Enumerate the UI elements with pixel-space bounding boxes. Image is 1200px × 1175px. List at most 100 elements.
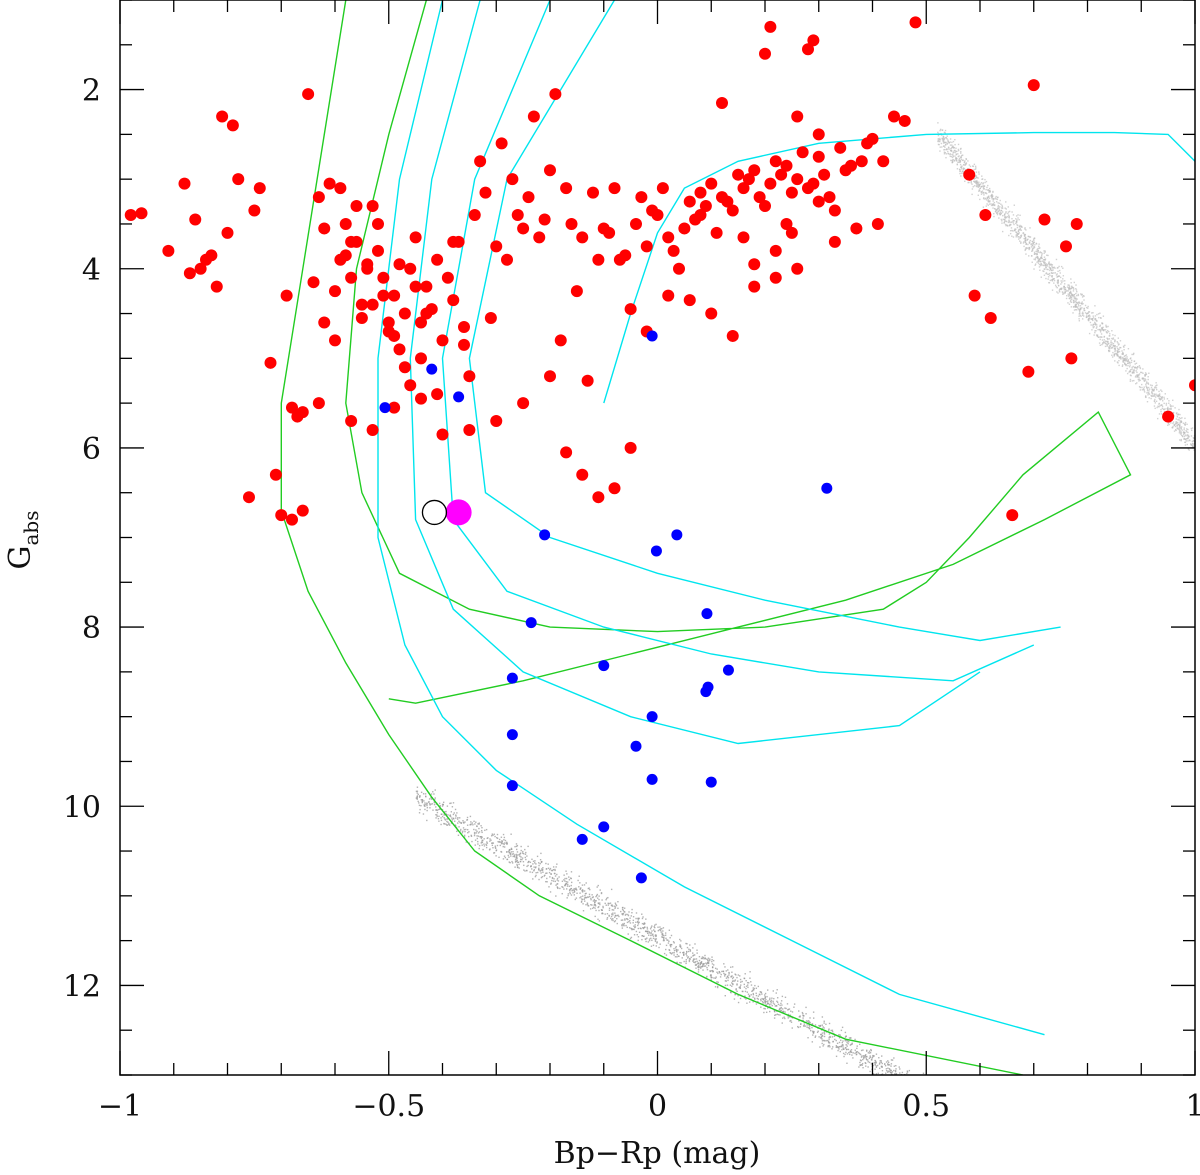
field-star-lower [780, 1007, 782, 1010]
field-star-upper [1111, 342, 1113, 344]
field-star-upper [1133, 369, 1135, 371]
field-star-lower [803, 1023, 806, 1025]
field-star-lower [599, 889, 601, 891]
field-star-upper [1132, 365, 1134, 368]
field-star-lower [780, 1009, 783, 1012]
field-star-upper [1058, 288, 1061, 291]
field-star-lower [887, 1061, 890, 1064]
field-star-upper [1136, 371, 1138, 374]
field-star-lower [421, 800, 423, 802]
field-star-lower [891, 1071, 894, 1073]
field-star-lower [569, 892, 571, 895]
field-star-upper [1192, 440, 1195, 442]
field-star-lower [436, 814, 438, 816]
field-star-upper [960, 152, 962, 154]
field-star-lower [710, 976, 712, 978]
data-point-0-63 [511, 209, 524, 221]
field-star-upper [976, 183, 978, 185]
data-point-0-199 [828, 235, 841, 248]
field-star-lower [784, 1007, 786, 1009]
field-star-lower [503, 846, 506, 848]
field-star-lower [701, 965, 703, 968]
field-star-lower [557, 887, 559, 890]
field-star-lower [877, 1072, 879, 1075]
field-star-lower [726, 984, 729, 986]
field-star-lower [551, 869, 554, 872]
field-star-upper [1126, 367, 1128, 370]
field-star-upper [1198, 448, 1199, 449]
field-star-lower [654, 938, 656, 940]
field-star-lower [581, 898, 584, 901]
field-star-lower [860, 1056, 863, 1058]
field-star-lower [615, 903, 617, 906]
field-star-lower [465, 841, 467, 843]
field-star-upper [949, 141, 951, 143]
field-star-lower [654, 940, 657, 943]
data-point-0-51 [447, 294, 460, 307]
field-star-upper [947, 141, 950, 143]
field-star-lower [575, 887, 577, 889]
data-point-0-136 [968, 289, 981, 302]
field-star-lower [614, 916, 616, 918]
field-star-upper [1058, 290, 1061, 292]
field-star-upper [1027, 235, 1029, 238]
field-star-lower [714, 986, 717, 988]
field-star-lower [450, 811, 453, 813]
field-star-lower [540, 869, 542, 872]
field-star-lower [555, 895, 557, 897]
field-star-lower [692, 947, 694, 949]
field-star-upper [1066, 286, 1069, 288]
data-point-0-195 [812, 128, 825, 141]
field-star-upper [1136, 376, 1138, 378]
field-star-upper [957, 153, 959, 155]
field-star-lower [502, 845, 504, 848]
y-tick-label: 10 [63, 790, 101, 825]
field-star-lower [533, 870, 535, 872]
field-star-lower [734, 979, 737, 981]
field-star-lower [714, 977, 717, 979]
field-star-lower [540, 876, 543, 879]
field-star-upper [1158, 395, 1160, 397]
field-star-upper [1117, 342, 1119, 344]
field-star-lower [755, 992, 757, 994]
field-star-lower [689, 949, 692, 951]
field-star-lower [737, 974, 740, 976]
field-star-lower [473, 828, 475, 831]
field-star-upper [968, 181, 970, 184]
field-star-lower [539, 859, 542, 861]
field-star-lower [875, 1073, 878, 1075]
field-star-lower [524, 870, 526, 872]
field-star-upper [1015, 222, 1017, 225]
field-star-upper [1080, 315, 1082, 318]
field-star-upper [1040, 276, 1043, 278]
field-star-upper [1083, 309, 1085, 311]
field-star-upper [1078, 308, 1080, 311]
field-star-upper [1158, 393, 1161, 395]
field-star-upper [1158, 406, 1160, 408]
field-star-lower [593, 904, 595, 906]
field-star-upper [1180, 439, 1182, 442]
field-star-lower [754, 998, 756, 1000]
field-star-lower [659, 926, 661, 928]
field-star-lower [642, 927, 645, 929]
field-star-lower [807, 1020, 810, 1022]
field-star-lower [521, 857, 524, 859]
field-star-upper [1125, 370, 1127, 372]
field-star-upper [1033, 241, 1035, 243]
field-star-lower [891, 1076, 892, 1077]
field-star-upper [1038, 260, 1040, 263]
field-star-lower [831, 1048, 833, 1050]
field-star-lower [641, 938, 643, 941]
field-star-lower [894, 1069, 897, 1072]
data-point-0-75 [576, 231, 589, 244]
field-star-upper [1153, 393, 1155, 395]
y-tick-label: 2 [82, 74, 101, 109]
field-star-lower [767, 989, 769, 991]
field-star-lower [596, 894, 598, 897]
field-star-upper [1068, 297, 1070, 300]
field-star-lower [529, 861, 532, 864]
field-star-lower [780, 1000, 783, 1002]
field-star-upper [1186, 435, 1188, 437]
field-star-lower [596, 893, 599, 896]
field-star-lower [858, 1053, 861, 1055]
